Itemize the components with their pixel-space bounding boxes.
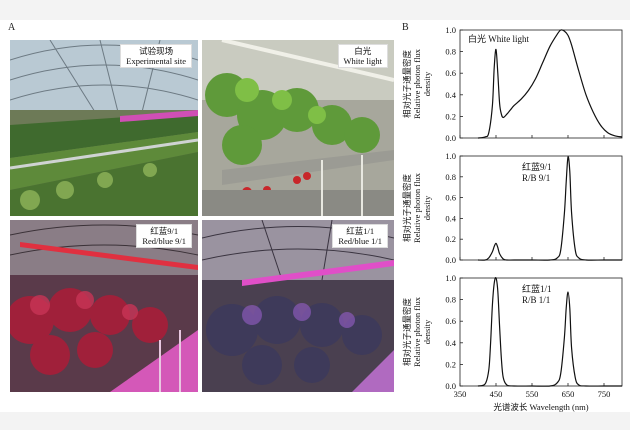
figure: A B 试验现场 Experimental site (0, 20, 630, 412)
label-cn: 红蓝9/1 (150, 226, 179, 236)
y-tick-label: 0.8 (445, 295, 456, 305)
y-tick-label: 0.0 (445, 133, 456, 143)
label-en: Red/blue 1/1 (338, 236, 382, 246)
y-tick-label: 0.2 (445, 359, 456, 369)
spectrum-svg-rb11: 0.0 0.2 0.4 0.6 0.8 1.0 350 450 550 650 750 光谱波长 Wa… (402, 273, 623, 412)
y-tick-label: 0.0 (445, 381, 456, 391)
y-tick-label: 0.6 (445, 68, 456, 78)
photo-label-red-blue-9-1: 红蓝9/1 Red/blue 9/1 (136, 224, 192, 248)
y-tick-label: 0.0 (445, 255, 456, 265)
x-axis-label: 光谱波长 Wavelength (nm) (493, 402, 588, 412)
panel-b-letter: B (402, 22, 409, 33)
label-en: White light (343, 56, 382, 66)
spectrum-line (477, 156, 622, 261)
legend-label: 红蓝1/1 (522, 283, 552, 294)
y-tick-label: 1.0 (445, 273, 456, 283)
spectrum-plot-white: 0.0 0.2 0.4 0.6 0.8 1.0 相对光子通量密度Relative photo… (398, 20, 628, 153)
y-axis-label: 相对光子通量密度Relative photon fluxdensity (402, 48, 432, 119)
photo-label-experimental-site: 试验现场 Experimental site (120, 44, 192, 68)
label-cn: 白光 (354, 46, 372, 56)
y-tick-label: 0.4 (445, 90, 456, 100)
photo-red-blue-1-1: 红蓝1/1 Red/blue 1/1 (202, 220, 394, 392)
legend-label: 白光 White light (468, 33, 529, 44)
photo-label-white-light: 白光 White light (337, 44, 388, 68)
y-axis-label: 相对光子通量密度Relative photon fluxdensity (402, 296, 432, 367)
label-en: Experimental site (126, 56, 186, 66)
x-tick-label: 650 (562, 389, 575, 399)
photo-label-red-blue-1-1: 红蓝1/1 Red/blue 1/1 (332, 224, 388, 248)
y-axis-label: 相对光子通量密度Relative photon fluxdensity (402, 172, 432, 243)
y-tick-label: 0.8 (445, 47, 456, 57)
spectrum-plot-rb11: 0.0 0.2 0.4 0.6 0.8 1.0 350 450 550 650 750 光谱波长 Wa… (398, 268, 628, 417)
y-tick-label: 0.2 (445, 234, 456, 244)
legend-label: R/B 9/1 (522, 173, 550, 183)
spectrum-plot-rb91: 0.0 0.2 0.4 0.6 0.8 1.0 相对光子通量密度Relative photo… (398, 146, 628, 275)
legend-label: R/B 1/1 (522, 295, 550, 305)
photo-red-blue-9-1: 红蓝9/1 Red/blue 9/1 (10, 220, 198, 392)
photo-experimental-site: 试验现场 Experimental site (10, 40, 198, 216)
y-tick-label: 0.4 (445, 338, 456, 348)
photo-white-light: 白光 White light (202, 40, 394, 216)
spectrum-svg-white: 0.0 0.2 0.4 0.6 0.8 1.0 相对光子通量密度Relative photo… (402, 25, 623, 143)
x-tick-label: 550 (526, 389, 539, 399)
label-cn: 试验现场 (139, 46, 174, 56)
y-tick-label: 0.6 (445, 316, 456, 326)
x-tick-label: 450 (490, 389, 503, 399)
y-tick-label: 0.8 (445, 172, 456, 182)
spectrum-svg-rb91: 0.0 0.2 0.4 0.6 0.8 1.0 相对光子通量密度Relative photo… (402, 151, 623, 265)
y-tick-label: 1.0 (445, 25, 456, 35)
x-tick-label: 350 (454, 389, 467, 399)
legend-label: 红蓝9/1 (522, 161, 552, 172)
plot-frame (459, 29, 623, 139)
label-cn: 红蓝1/1 (346, 226, 375, 236)
spectrum-line (477, 277, 622, 387)
y-tick-label: 0.6 (445, 193, 456, 203)
label-en: Red/blue 9/1 (142, 236, 186, 246)
panel-a-letter: A (8, 22, 16, 33)
y-tick-label: 0.2 (445, 111, 456, 121)
y-tick-label: 1.0 (445, 151, 456, 161)
y-tick-label: 0.4 (445, 213, 456, 223)
spectrum-line (477, 29, 623, 139)
x-tick-label: 750 (598, 389, 611, 399)
